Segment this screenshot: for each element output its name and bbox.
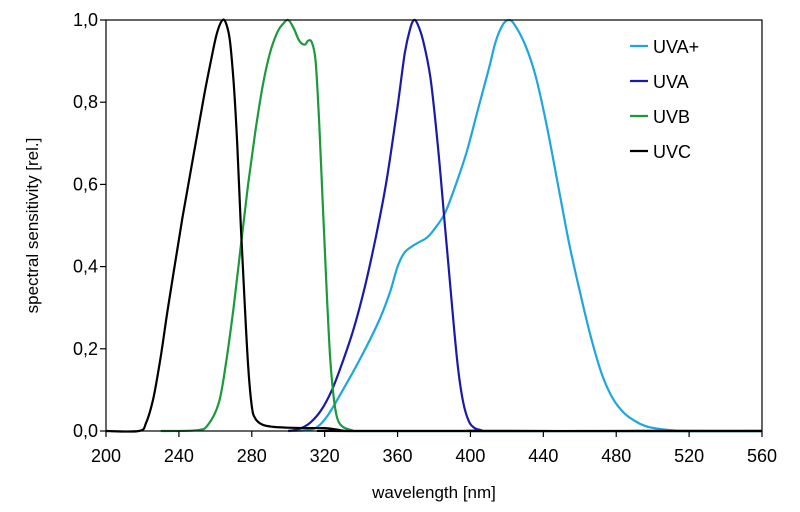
legend: UVA+ UVA UVB UVC: [630, 37, 699, 162]
y-tick-label: 0,4: [73, 257, 98, 277]
series-layer: [105, 18, 763, 433]
legend-label: UVC: [653, 142, 691, 162]
legend-label: UVB: [653, 107, 690, 127]
plot-frame: [105, 19, 763, 432]
series-line-uvb: [160, 18, 763, 433]
x-tick-label: 440: [528, 446, 558, 466]
x-tick-label: 320: [310, 446, 340, 466]
y-tick-label: 0,2: [73, 339, 98, 359]
tick-layer: 200 240 280 320 360 400 440 480 520 560 0,0 0,2 0,4 0…: [73, 10, 777, 466]
x-tick-label: 400: [455, 446, 485, 466]
y-tick-label: 1,0: [73, 10, 98, 30]
series-line-uva: [288, 18, 763, 433]
legend-label: UVA: [653, 72, 689, 92]
x-tick-label: 480: [601, 446, 631, 466]
x-tick-label: 280: [237, 446, 267, 466]
legend-label: UVA+: [653, 37, 699, 57]
y-tick-label: 0,0: [73, 421, 98, 441]
series-line-uvc: [105, 18, 763, 433]
x-tick-label: 520: [674, 446, 704, 466]
y-tick-label: 0,8: [73, 92, 98, 112]
y-axis-title: spectral sensitivity [rel.]: [23, 138, 42, 314]
x-tick-label: 560: [747, 446, 777, 466]
series-line-uva-plus: [288, 18, 763, 433]
x-axis-title: wavelength [nm]: [371, 483, 496, 502]
x-tick-label: 360: [383, 446, 413, 466]
x-tick-label: 200: [91, 446, 121, 466]
y-tick-label: 0,6: [73, 174, 98, 194]
x-tick-label: 240: [164, 446, 194, 466]
